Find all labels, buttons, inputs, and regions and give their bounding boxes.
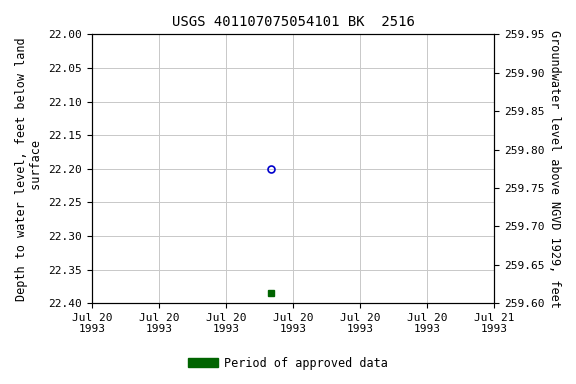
Y-axis label: Depth to water level, feet below land
 surface: Depth to water level, feet below land su… — [15, 37, 43, 301]
Title: USGS 401107075054101 BK  2516: USGS 401107075054101 BK 2516 — [172, 15, 415, 29]
Legend: Period of approved data: Period of approved data — [184, 352, 392, 374]
Y-axis label: Groundwater level above NGVD 1929, feet: Groundwater level above NGVD 1929, feet — [548, 30, 561, 308]
